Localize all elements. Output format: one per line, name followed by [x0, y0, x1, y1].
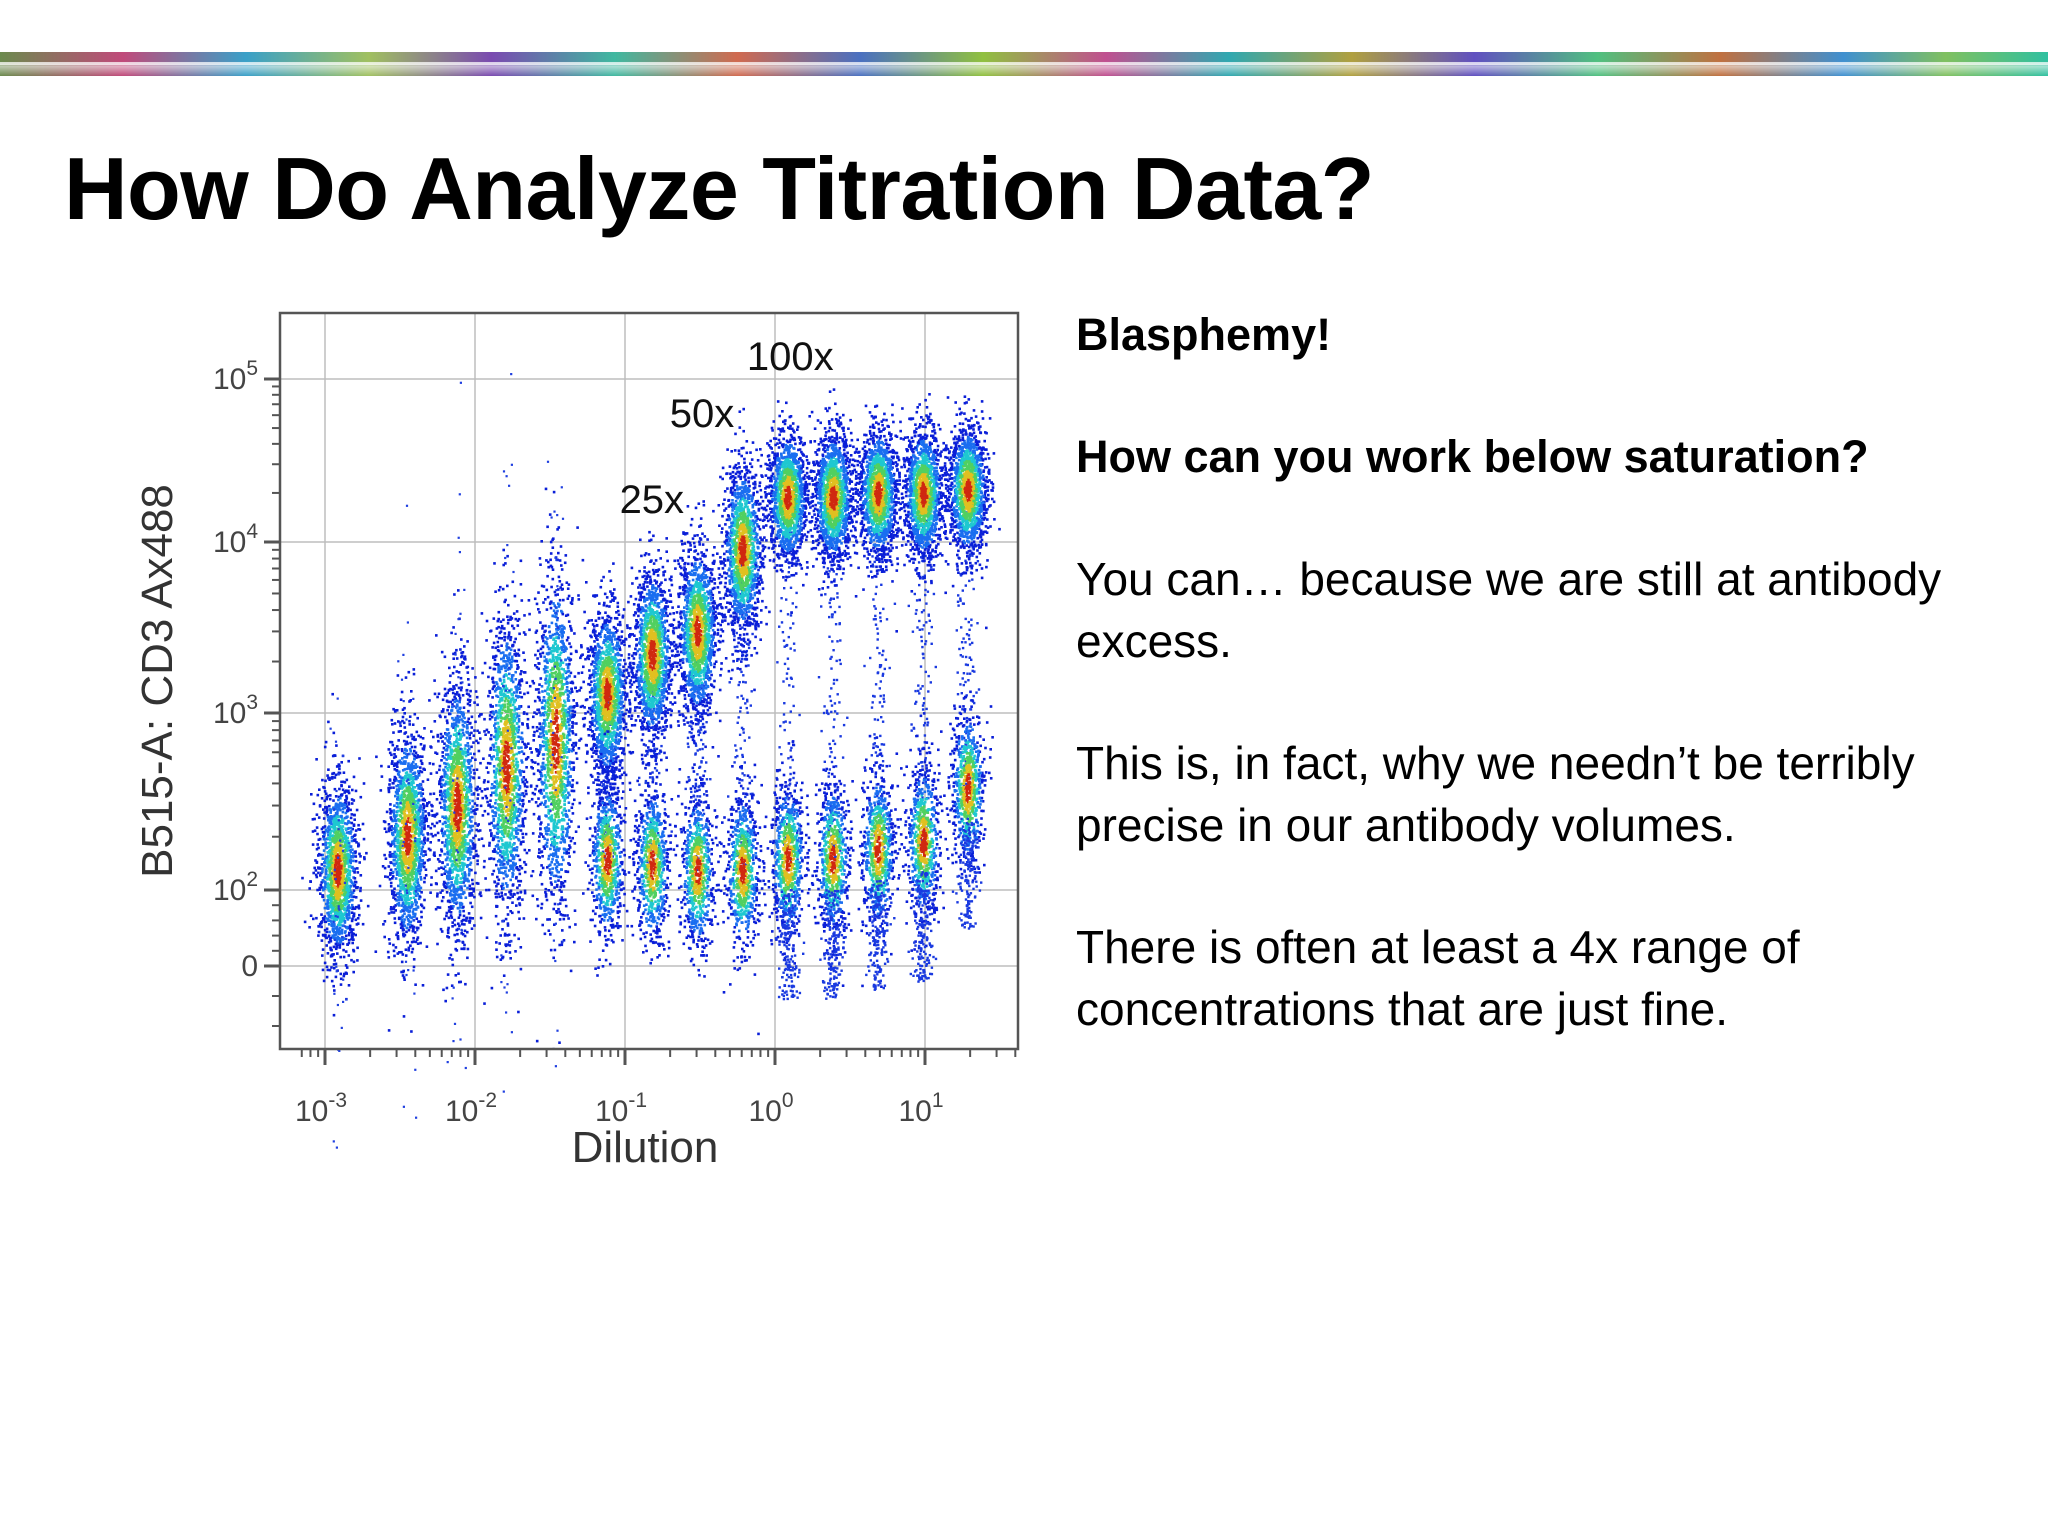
- text-panel: Blasphemy! How can you work below satura…: [1076, 304, 2016, 1100]
- population-column: [755, 400, 821, 1000]
- y-tick-label: 102: [213, 868, 258, 907]
- panel-paragraph: This is, in fact, why we needn’t be terr…: [1076, 732, 2016, 856]
- x-axis-label: Dilution: [572, 1123, 719, 1172]
- x-tick-label: 101: [898, 1089, 943, 1128]
- y-tick-label: 0: [241, 950, 258, 983]
- annotation-label: 100x: [747, 335, 834, 379]
- panel-question: How can you work below saturation?: [1076, 426, 2016, 488]
- population-column: [937, 395, 1001, 929]
- panel-paragraph: You can… because we are still at antibod…: [1076, 548, 2016, 672]
- y-axis-label: B515-A: CD3 Ax488: [133, 484, 182, 878]
- population-column: [523, 461, 589, 1068]
- population-column: [301, 693, 369, 1149]
- y-tick-label: 103: [213, 691, 258, 730]
- y-tick-label: 104: [213, 520, 258, 559]
- annotation-label: 50x: [670, 392, 735, 436]
- x-tick-label: 100: [748, 1089, 793, 1128]
- population-column: [375, 505, 441, 1190]
- y-axis-tick-labels: 105 104 103 102 0: [213, 357, 258, 983]
- population-column: [476, 373, 542, 1093]
- header-color-band: [0, 52, 2048, 76]
- x-tick-label: 10-3: [295, 1089, 347, 1128]
- panel-heading: Blasphemy!: [1076, 304, 2016, 366]
- x-tick-label: 10-2: [445, 1089, 497, 1128]
- panel-paragraph: There is often at least a 4x range of co…: [1076, 916, 2016, 1040]
- annotation-label: 25x: [620, 478, 685, 522]
- y-tick-label: 105: [213, 357, 258, 396]
- population-column: [846, 404, 909, 991]
- slide-title: How Do Analyze Titration Data?: [64, 138, 1374, 240]
